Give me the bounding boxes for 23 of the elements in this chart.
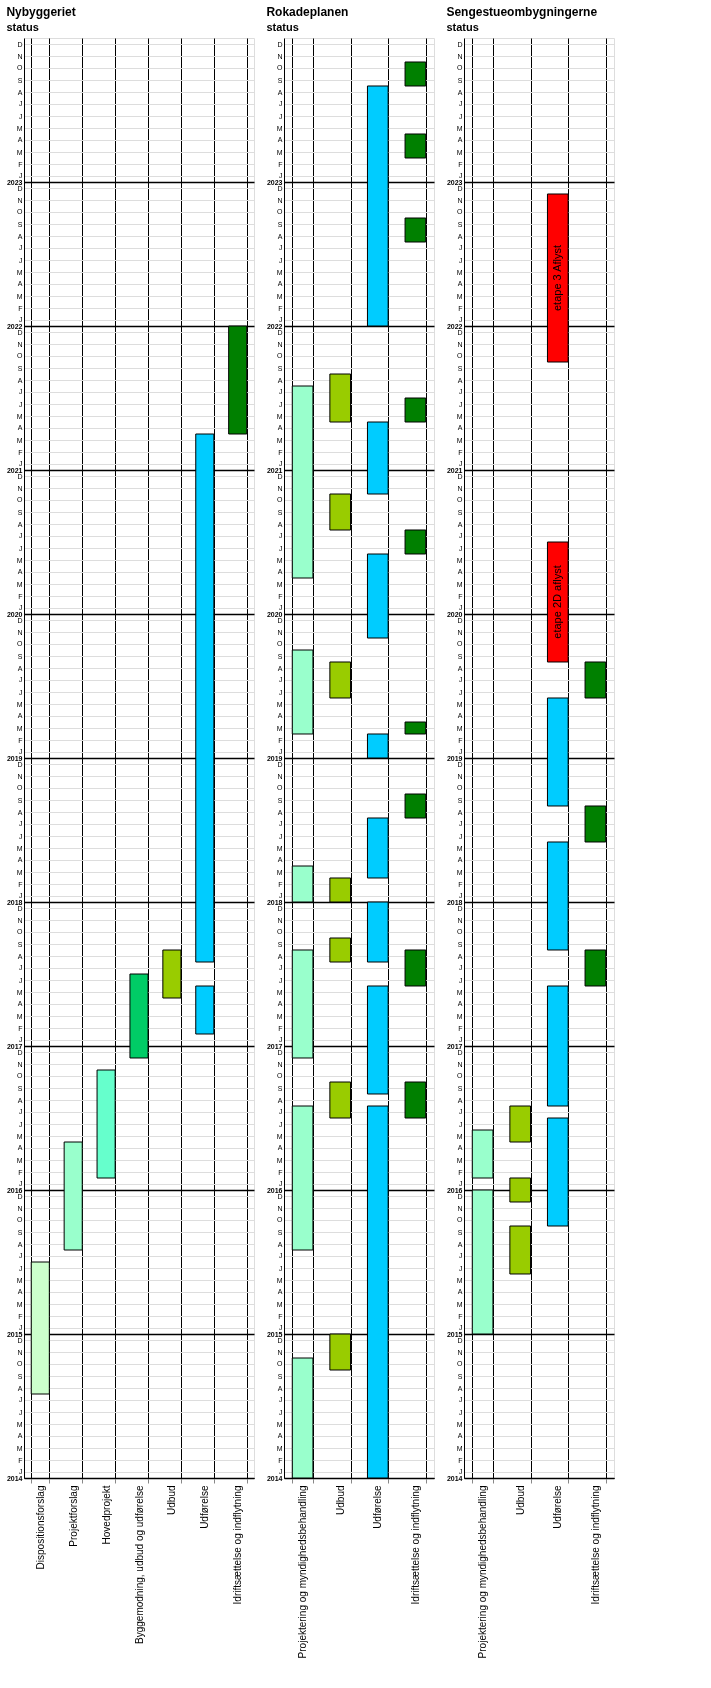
x-tick-label: Dispositionsforslag [34, 1485, 46, 1570]
x-tick-label: Udbud [334, 1485, 346, 1515]
x-tick-label: Projektering og myndighedsbehandling [297, 1485, 309, 1659]
x-tick-label: Idriftsættelse og indflytning [232, 1485, 244, 1605]
x-tick-label: Byggemodning, udbud og udførelse [133, 1485, 145, 1644]
x-tick-label: Idriftsættelse og indflytning [409, 1485, 421, 1605]
chart-title: Nybyggeriet [6, 5, 76, 19]
x-tick-label: Hovedprojekt [100, 1485, 112, 1545]
x-tick-label: Projektforslag [67, 1485, 79, 1547]
x-tick-label: Udførelse [552, 1485, 564, 1529]
text: status [446, 21, 479, 33]
x-tick-label: Udbud [514, 1485, 526, 1515]
x-tick-label: Udførelse [199, 1485, 211, 1529]
text: status [6, 21, 39, 33]
data-label: etape 2D aflyst [550, 565, 563, 639]
x-tick-label: Udbud [166, 1485, 178, 1515]
text: status [266, 21, 299, 33]
x-tick-label: Projektering og myndighedsbehandling [477, 1485, 489, 1659]
data-label: etape 3 Aflyst [550, 244, 563, 312]
x-tick-label: Udførelse [372, 1485, 384, 1529]
chart-title: Rokadeplanen [266, 5, 349, 19]
x-tick-label: Idriftsættelse og indflytning [589, 1485, 601, 1605]
chart-title: Sengestueombygningerne [446, 5, 598, 19]
